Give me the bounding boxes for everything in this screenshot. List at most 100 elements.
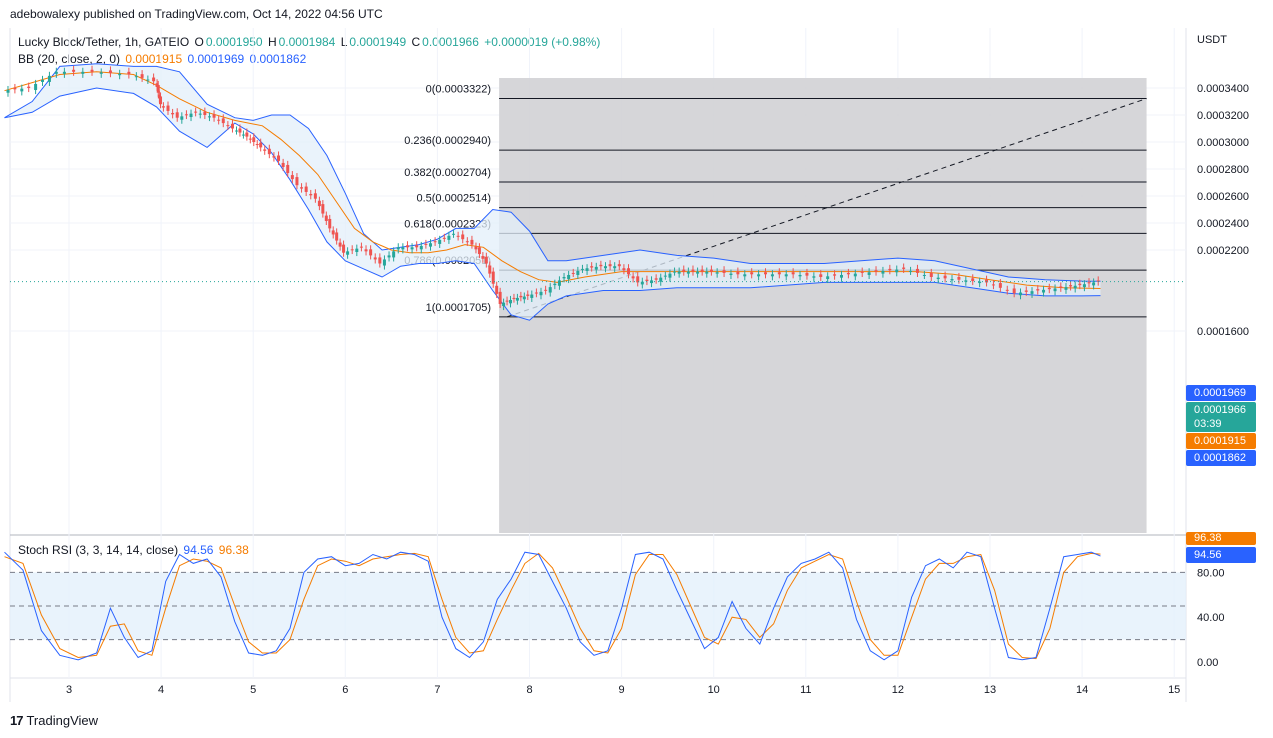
- candle-body: [474, 246, 478, 250]
- bar-countdown: 03:39: [1194, 418, 1222, 430]
- candle-body: [539, 291, 543, 296]
- candle-body: [1073, 285, 1077, 289]
- candle-body: [805, 272, 809, 276]
- candle-body: [304, 186, 308, 192]
- bb-upper-value: 0.0001969: [187, 52, 245, 66]
- candle-body: [438, 239, 442, 244]
- fib-zone: [499, 78, 1147, 533]
- y-tick-label: 0.0003200: [1197, 110, 1249, 122]
- candle-body: [764, 272, 768, 275]
- candle-body: [770, 274, 774, 277]
- candle-body: [505, 300, 509, 302]
- candle-body: [248, 138, 252, 140]
- candle-body: [456, 235, 460, 237]
- last-price-tag: 0.0001966 03:39: [1186, 402, 1256, 432]
- candle-body: [342, 244, 346, 253]
- candle-body: [387, 255, 391, 258]
- candle-body: [929, 272, 933, 277]
- candle-body: [99, 72, 103, 74]
- candle-body: [846, 272, 850, 275]
- change-value: +0.0000019 (+0.98%): [484, 35, 601, 49]
- candle-body: [964, 280, 968, 282]
- candle-body: [971, 278, 975, 282]
- bb-lower-price-tag: 0.0001862: [1186, 450, 1256, 466]
- bb-lower-value: 0.0001862: [249, 52, 307, 66]
- candle-body: [562, 277, 566, 279]
- tradingview-footer[interactable]: 17 TradingView: [10, 713, 98, 728]
- stoch-y-tick-label: 80.00: [1197, 567, 1225, 579]
- candle-body: [784, 274, 788, 277]
- stoch-legend: Stoch RSI (3, 3, 14, 14, close) 94.56 96…: [18, 543, 251, 557]
- candle-body: [691, 269, 695, 272]
- x-tick-label: 6: [342, 684, 348, 696]
- candle-body: [140, 74, 144, 78]
- candle-body: [696, 271, 700, 274]
- candle-body: [668, 273, 672, 278]
- candle-body: [230, 123, 234, 129]
- candle-body: [798, 274, 802, 277]
- bb-upper-line: [4, 63, 1101, 282]
- candle-body: [526, 294, 530, 296]
- stoch-label[interactable]: Stoch RSI (3, 3, 14, 14, close): [18, 543, 179, 557]
- candle-body: [127, 71, 131, 75]
- candle-body: [645, 279, 649, 282]
- candle-body: [491, 271, 495, 284]
- symbol-name[interactable]: Lucky Block/Tether, 1h, GATEIO: [18, 35, 190, 49]
- candle-body: [567, 274, 571, 280]
- x-tick-label: 7: [434, 684, 440, 696]
- publish-caption: adebowalexy published on TradingView.com…: [10, 7, 383, 21]
- candle-body: [286, 164, 290, 174]
- candle-body: [346, 251, 350, 255]
- tradingview-logo-icon: 17: [10, 713, 24, 728]
- candle-body: [6, 90, 10, 93]
- candle-body: [736, 271, 740, 275]
- candle-body: [146, 79, 150, 81]
- candle-body: [580, 268, 584, 270]
- candle-body: [594, 266, 598, 270]
- candle-body: [161, 106, 165, 108]
- candle-body: [212, 114, 216, 118]
- candle-body: [41, 79, 45, 82]
- candle-body: [159, 96, 163, 105]
- candle-body: [281, 162, 285, 167]
- candle-body: [263, 149, 267, 151]
- candle-body: [465, 241, 469, 243]
- candle-body: [277, 155, 281, 161]
- candle-body: [156, 84, 160, 93]
- x-tick-label: 9: [619, 684, 625, 696]
- stoch-k-price-tag: 94.56: [1186, 547, 1256, 563]
- close-label: C: [411, 35, 421, 49]
- candle-body: [313, 193, 317, 199]
- candle-body: [470, 239, 474, 245]
- candle-body: [13, 88, 17, 90]
- candle-body: [415, 245, 419, 248]
- candle-body: [350, 249, 354, 251]
- candle-body: [957, 277, 961, 280]
- candle-body: [34, 83, 38, 91]
- candle-body: [631, 276, 635, 279]
- candle-body: [515, 297, 519, 301]
- candle-body: [663, 275, 667, 277]
- candle-body: [1082, 284, 1086, 288]
- candle-body: [54, 71, 58, 74]
- last-price-value: 0.0001966: [1194, 404, 1246, 416]
- candle-body: [175, 112, 179, 118]
- candle-body: [509, 299, 513, 304]
- candle-body: [235, 130, 239, 132]
- candle-body: [180, 116, 184, 120]
- candle-body: [295, 177, 299, 186]
- candle-body: [1078, 283, 1082, 286]
- candle-body: [428, 243, 432, 247]
- stoch-k-value: 94.56: [183, 543, 214, 557]
- candle-body: [245, 132, 249, 137]
- stoch-d-price-tag: 96.38: [1186, 532, 1256, 545]
- candle-body: [309, 193, 313, 196]
- candle-body: [166, 105, 170, 111]
- candle-body: [324, 215, 328, 221]
- candle-body: [321, 204, 325, 214]
- candle-body: [599, 264, 603, 267]
- currency-label: USDT: [1197, 34, 1227, 46]
- candle-body: [1030, 291, 1034, 294]
- candle-body: [608, 264, 612, 267]
